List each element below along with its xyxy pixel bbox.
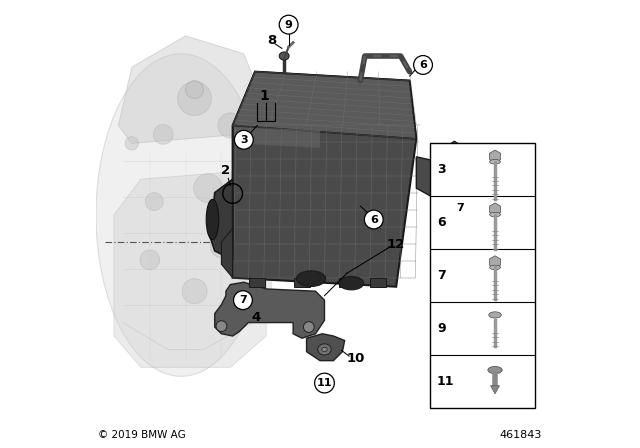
- Text: 9: 9: [437, 322, 445, 335]
- Circle shape: [234, 291, 252, 310]
- Polygon shape: [490, 203, 500, 215]
- Polygon shape: [370, 278, 387, 287]
- Ellipse shape: [317, 344, 332, 355]
- Text: 6: 6: [419, 60, 427, 70]
- Circle shape: [303, 322, 314, 332]
- Text: 11: 11: [317, 378, 332, 388]
- Polygon shape: [490, 150, 500, 163]
- Circle shape: [194, 174, 222, 202]
- Text: 6: 6: [437, 216, 445, 229]
- Circle shape: [315, 373, 334, 393]
- Text: 461843: 461843: [499, 430, 541, 440]
- Circle shape: [218, 113, 243, 138]
- Polygon shape: [210, 179, 232, 260]
- Ellipse shape: [339, 276, 364, 290]
- Ellipse shape: [488, 366, 502, 374]
- Polygon shape: [441, 148, 454, 161]
- Text: 8: 8: [267, 34, 276, 47]
- Circle shape: [279, 15, 298, 34]
- Circle shape: [216, 321, 227, 332]
- Circle shape: [182, 279, 207, 304]
- Text: 3: 3: [437, 163, 445, 177]
- Polygon shape: [490, 386, 499, 394]
- Text: 10: 10: [347, 352, 365, 365]
- Circle shape: [451, 198, 469, 217]
- Ellipse shape: [96, 54, 266, 376]
- Polygon shape: [249, 278, 266, 287]
- Circle shape: [234, 130, 253, 149]
- Text: 12: 12: [387, 237, 405, 251]
- Ellipse shape: [279, 52, 289, 60]
- Polygon shape: [232, 72, 416, 139]
- Polygon shape: [294, 278, 310, 287]
- Circle shape: [231, 171, 248, 187]
- Bar: [430, 143, 535, 408]
- Text: 7: 7: [239, 295, 247, 305]
- Text: 3: 3: [240, 135, 248, 145]
- Text: 7: 7: [437, 269, 445, 282]
- Polygon shape: [450, 152, 488, 193]
- Polygon shape: [416, 157, 454, 199]
- Circle shape: [125, 137, 138, 150]
- Text: © 2019 BMW AG: © 2019 BMW AG: [98, 430, 186, 440]
- Ellipse shape: [296, 271, 326, 287]
- Circle shape: [186, 81, 204, 99]
- Text: 7: 7: [456, 203, 463, 213]
- Ellipse shape: [322, 347, 327, 352]
- Text: 6: 6: [370, 215, 378, 224]
- Polygon shape: [114, 170, 266, 367]
- Polygon shape: [490, 256, 500, 268]
- Circle shape: [364, 210, 383, 229]
- Circle shape: [177, 82, 212, 116]
- Text: 4: 4: [252, 310, 261, 324]
- Polygon shape: [214, 282, 324, 338]
- Polygon shape: [339, 278, 355, 287]
- Polygon shape: [221, 228, 232, 278]
- Bar: [257, 280, 271, 293]
- Circle shape: [140, 250, 159, 270]
- Text: 9: 9: [285, 20, 292, 30]
- Circle shape: [210, 235, 233, 258]
- Bar: [257, 208, 271, 222]
- Polygon shape: [234, 127, 320, 148]
- Polygon shape: [118, 36, 262, 143]
- Bar: [257, 172, 271, 186]
- Circle shape: [154, 125, 173, 144]
- Text: 2: 2: [221, 164, 230, 177]
- Ellipse shape: [489, 312, 501, 318]
- Ellipse shape: [206, 199, 219, 240]
- Polygon shape: [448, 141, 463, 157]
- Polygon shape: [307, 334, 344, 361]
- Text: 11: 11: [437, 375, 454, 388]
- Ellipse shape: [490, 212, 500, 217]
- Ellipse shape: [490, 265, 500, 270]
- Text: 5: 5: [495, 177, 504, 190]
- Text: 1: 1: [259, 89, 269, 103]
- Ellipse shape: [490, 159, 500, 164]
- Circle shape: [413, 56, 433, 74]
- Circle shape: [145, 193, 163, 211]
- Polygon shape: [232, 72, 416, 287]
- Bar: [257, 244, 271, 258]
